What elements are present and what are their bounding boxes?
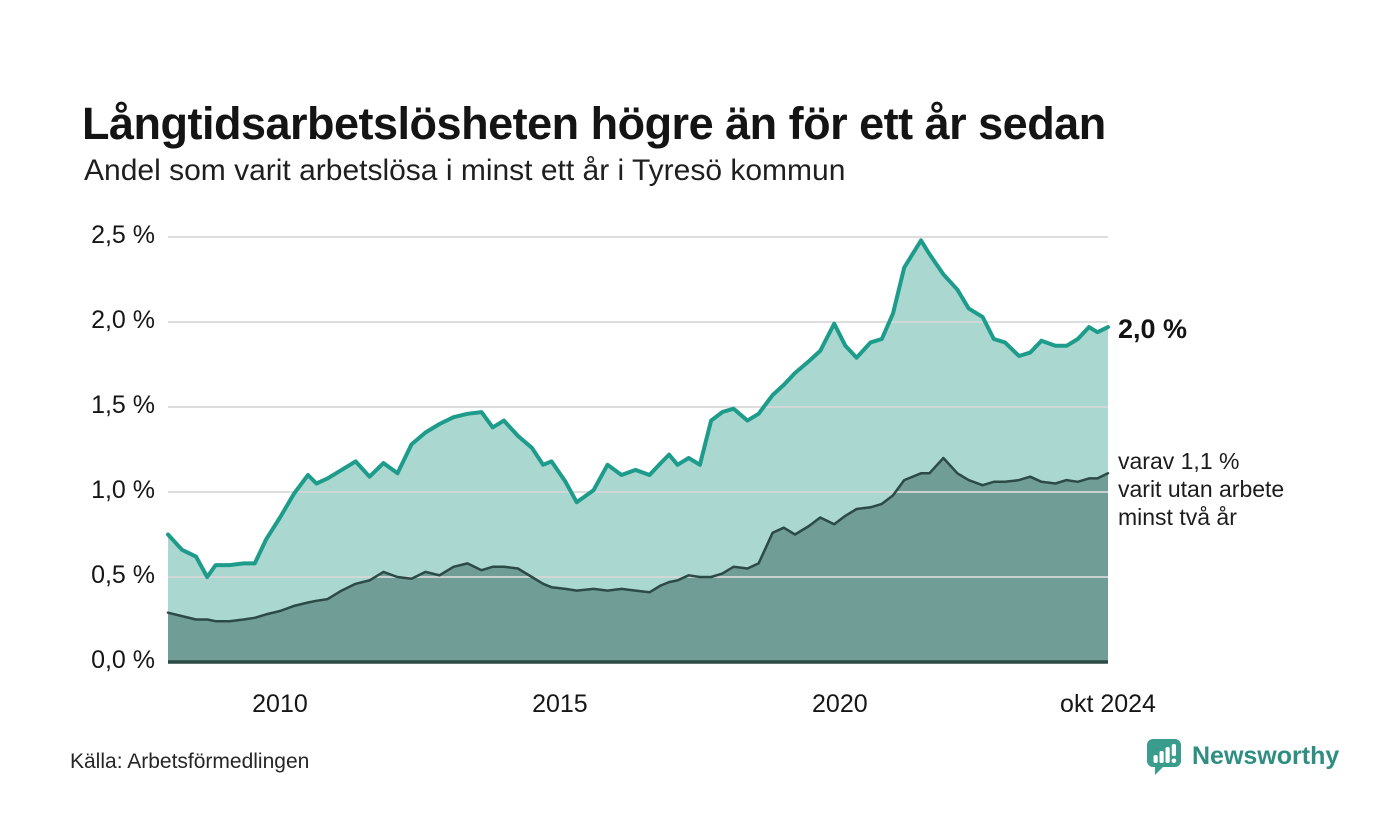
- series-end-label-two-years: varav 1,1 % varit utan arbete minst två …: [1118, 448, 1285, 530]
- source-note: Källa: Arbetsförmedlingen: [70, 750, 310, 773]
- x-tick-label: 2010: [252, 690, 308, 718]
- series-area-2: [168, 458, 1108, 662]
- y-tick-label: 2,5 %: [91, 221, 155, 249]
- y-tick-label: 0,0 %: [91, 646, 155, 674]
- newsworthy-logo[interactable]: Newsworthy: [1144, 736, 1339, 776]
- y-tick-label: 1,0 %: [91, 476, 155, 504]
- page-subtitle: Andel som varit arbetslösa i minst ett å…: [84, 154, 846, 187]
- newsworthy-logo-text: Newsworthy: [1192, 741, 1340, 770]
- x-tick-label: 2015: [532, 690, 588, 718]
- series-end-label-one-year: 2,0 %: [1118, 314, 1188, 344]
- series-line-2: [166, 456, 1110, 623]
- x-tick-label: okt 2024: [1060, 690, 1156, 718]
- series-line-1: [166, 238, 1110, 579]
- y-tick-label: 1,5 %: [91, 391, 155, 419]
- y-tick-label: 2,0 %: [91, 306, 155, 334]
- y-tick-label: 0,5 %: [91, 561, 155, 589]
- x-tick-label: 2020: [812, 690, 868, 718]
- newsworthy-bubble-chart-icon: [1144, 736, 1184, 776]
- page-title: Långtidsarbetslösheten högre än för ett …: [82, 98, 1106, 150]
